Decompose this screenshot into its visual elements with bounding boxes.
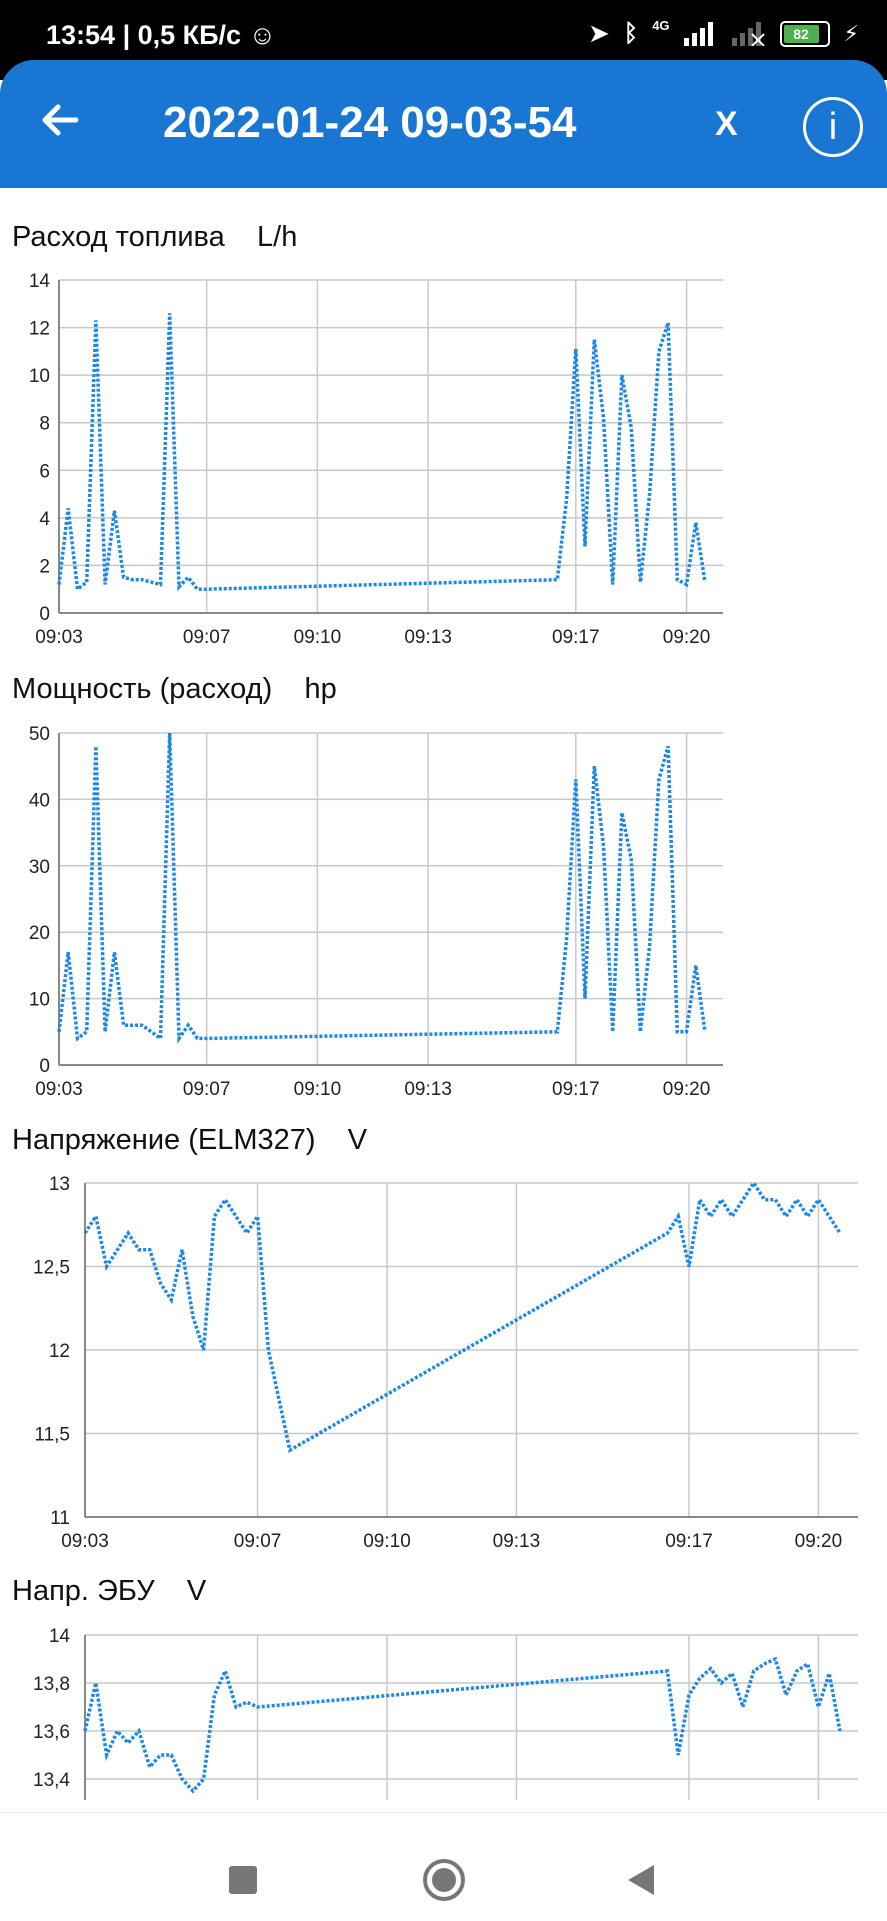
y-tick-label: 6 (39, 461, 50, 482)
y-tick-label: 40 (29, 790, 50, 811)
signal-bars-icon (684, 22, 718, 46)
y-tick-label: 13,6 (33, 1722, 70, 1743)
x-tick-label: 09:03 (35, 1079, 83, 1100)
x-tick-label: 09:17 (552, 627, 600, 648)
y-tick-label: 11 (50, 1508, 70, 1529)
y-tick-label: 50 (29, 724, 50, 745)
x-tick-label: 09:07 (183, 627, 231, 648)
series-line (59, 733, 705, 1038)
chart-3-title: Напряжение (ELM327) V (12, 1124, 367, 1157)
charging-icon: ⚡ (844, 21, 859, 47)
x-tick-label: 09:07 (183, 1079, 231, 1100)
status-icons: ➤ ᛒ 4G 82 ⚡ (588, 18, 859, 49)
x-tick-label: 09:13 (404, 627, 452, 648)
y-tick-label: 8 (39, 414, 50, 435)
y-tick-label: 13,4 (33, 1770, 70, 1791)
y-tick-label: 11,5 (34, 1425, 70, 1446)
chart-power: 0 10 20 30 40 50 09:03 09:07 09:10 09:13 09:17 09:2… (0, 717, 887, 1112)
series-line (59, 313, 705, 589)
x-tick-label: 09:20 (663, 627, 711, 648)
bluetooth-icon: ᛒ (624, 20, 638, 48)
y-tick-label: 2 (39, 556, 50, 577)
x-tick-label: 09:03 (35, 627, 83, 648)
chart-voltage-elm: 11 11,5 12 12,5 13 09:03 09:07 09:10 09:13 09:17 0… (0, 1168, 887, 1563)
status-time: 13:54 | 0,5 КБ/с ☺ (46, 20, 276, 51)
back-arrow-icon[interactable] (40, 100, 80, 140)
app-bar: 2022-01-24 09-03-54 X i (0, 60, 887, 188)
y-tick-label: 14 (29, 271, 51, 292)
x-tick-label: 09:03 (61, 1531, 109, 1552)
chart-2-title: Мощность (расход) hp (12, 673, 337, 706)
y-tick-label: 14 (49, 1626, 71, 1647)
x-tick-label: 09:07 (234, 1531, 282, 1552)
system-nav-bar (0, 1812, 887, 1921)
x-tick-label: 09:20 (663, 1079, 711, 1100)
x-tick-label: 09:17 (665, 1531, 713, 1552)
x-tick-label: 09:20 (795, 1531, 843, 1552)
y-tick-label: 10 (29, 990, 50, 1011)
location-arrow-icon: ➤ (588, 18, 610, 49)
y-tick-label: 13 (49, 1174, 70, 1195)
y-tick-label: 30 (29, 857, 50, 878)
y-tick-label: 0 (39, 604, 50, 625)
x-tick-label: 09:10 (294, 1079, 342, 1100)
y-tick-label: 0 (39, 1056, 50, 1077)
close-button[interactable]: X (715, 105, 738, 144)
cellular-signal-icon: 4G (652, 18, 669, 33)
x-tick-label: 09:13 (404, 1079, 452, 1100)
x-tick-label: 09:13 (493, 1531, 541, 1552)
y-tick-label: 13,8 (33, 1674, 70, 1695)
chart-fuel-consumption: 0 2 4 6 8 10 12 14 09:03 09:07 09:10 09:13 09:17 09:2… (0, 265, 887, 660)
chart-voltage-ecu: 13,4 13,6 13,8 14 (0, 1620, 887, 1812)
x-tick-label: 09:10 (294, 627, 342, 648)
recents-button-icon[interactable] (229, 1866, 257, 1894)
x-tick-label: 09:10 (363, 1531, 411, 1552)
chart-4-title: Напр. ЭБУ V (12, 1575, 206, 1608)
battery-icon: 82 (780, 21, 830, 47)
page-title: 2022-01-24 09-03-54 (163, 98, 576, 148)
info-button[interactable]: i (803, 97, 863, 157)
y-tick-label: 20 (29, 923, 50, 944)
back-button-icon[interactable] (626, 1863, 656, 1897)
series-line (85, 1659, 840, 1791)
signal-bars-off-icon (732, 22, 766, 46)
y-tick-label: 4 (39, 509, 50, 530)
home-button-icon[interactable] (422, 1858, 466, 1902)
series-line (85, 1183, 840, 1450)
y-tick-label: 12,5 (33, 1258, 70, 1279)
y-tick-label: 10 (29, 366, 50, 387)
y-tick-label: 12 (29, 319, 50, 340)
x-tick-label: 09:17 (552, 1079, 600, 1100)
y-tick-label: 12 (49, 1341, 70, 1362)
chart-1-title: Расход топлива L/h (12, 221, 297, 254)
smiley-icon: ☺ (249, 20, 277, 50)
